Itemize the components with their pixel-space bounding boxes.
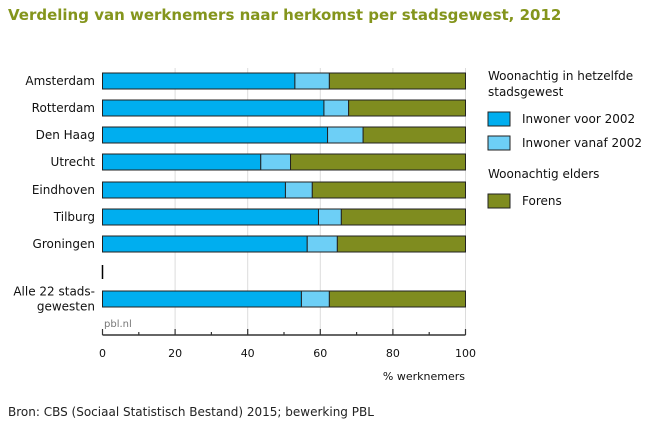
bar-segment bbox=[300, 290, 330, 308]
legend-label: Forens bbox=[522, 194, 562, 208]
category-label: Alle 22 stads- bbox=[13, 285, 95, 299]
legend-swatch bbox=[487, 111, 511, 127]
bar-segment bbox=[327, 126, 364, 144]
x-tick-label: 100 bbox=[455, 347, 476, 360]
bar-segment bbox=[311, 181, 466, 199]
x-tick-label: 20 bbox=[168, 347, 182, 360]
category-label: Eindhoven bbox=[32, 183, 95, 197]
x-tick-label: 0 bbox=[99, 347, 106, 360]
bar-segment bbox=[102, 181, 286, 199]
bar-segment bbox=[328, 290, 466, 308]
bar-segment bbox=[323, 99, 350, 117]
watermark: pbl.nl bbox=[104, 319, 132, 330]
bar-segment bbox=[102, 208, 319, 226]
category-label: Den Haag bbox=[36, 128, 95, 142]
chart-title: Verdeling van werknemers naar herkomst p… bbox=[8, 6, 562, 24]
bar-segment bbox=[102, 235, 308, 253]
legend-label: Inwoner voor 2002 bbox=[522, 112, 635, 126]
category-label: Rotterdam bbox=[32, 101, 95, 115]
bar-segment bbox=[362, 126, 466, 144]
bar-segment bbox=[294, 72, 330, 90]
bar-segment bbox=[260, 153, 292, 171]
x-axis-title: % werknemers bbox=[383, 370, 465, 383]
legend-heading: stadsgewest bbox=[488, 85, 564, 99]
bar-segment bbox=[317, 208, 342, 226]
legend-heading: Woonachtig in hetzelfde bbox=[488, 69, 633, 83]
category-label: Utrecht bbox=[51, 155, 96, 169]
bar-segment bbox=[290, 153, 466, 171]
bar-segment bbox=[306, 235, 338, 253]
legend-swatch bbox=[487, 135, 511, 151]
x-tick-label: 60 bbox=[313, 347, 327, 360]
bar-segment bbox=[336, 235, 466, 253]
category-label: Groningen bbox=[33, 237, 95, 251]
bar-segment bbox=[102, 126, 329, 144]
legend-heading: Woonachtig elders bbox=[488, 167, 599, 181]
x-tick-label: 40 bbox=[241, 347, 255, 360]
bar-segment bbox=[284, 181, 313, 199]
bar-segment bbox=[340, 208, 467, 226]
category-label: Tilburg bbox=[53, 210, 95, 224]
source-note: Bron: CBS (Sociaal Statistisch Bestand) … bbox=[8, 405, 374, 419]
bar-segment bbox=[348, 99, 467, 117]
bar-segment bbox=[102, 290, 302, 308]
bar-segment bbox=[102, 153, 262, 171]
legend-label: Inwoner vanaf 2002 bbox=[522, 136, 642, 150]
category-label: Amsterdam bbox=[25, 74, 95, 88]
bar-segment bbox=[102, 72, 296, 90]
bar-segment bbox=[102, 99, 325, 117]
bar-segment bbox=[328, 72, 466, 90]
x-tick-label: 80 bbox=[386, 347, 400, 360]
legend-swatch bbox=[487, 193, 511, 209]
category-label: gewesten bbox=[37, 300, 95, 314]
